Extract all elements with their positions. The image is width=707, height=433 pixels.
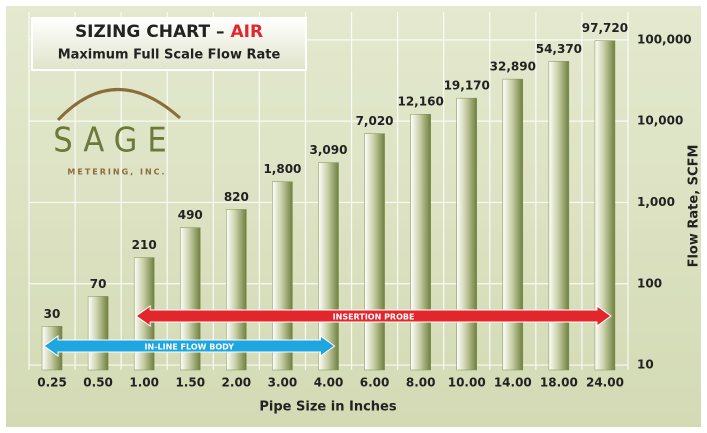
- logo-name: SAGE: [53, 121, 176, 161]
- background: [6, 6, 701, 427]
- bar: [272, 181, 293, 371]
- bar: [87, 296, 109, 371]
- bar: [364, 133, 385, 371]
- x-tick-label: 0.50: [83, 376, 113, 390]
- logo-tagline: METERING, INC.: [67, 168, 166, 177]
- bar: [594, 40, 616, 371]
- x-tick-label: 2.00: [222, 376, 252, 390]
- value-label: 30: [44, 307, 61, 321]
- range-arrow: [135, 305, 612, 327]
- x-tick-label: 24.00: [586, 376, 624, 390]
- title-box: [31, 17, 307, 71]
- x-tick-label: 1.50: [175, 376, 205, 390]
- value-label: 32,890: [490, 60, 536, 74]
- y-tick-label: 100: [637, 276, 662, 290]
- bar: [548, 61, 570, 371]
- chart-title: SIZING CHART –: [75, 22, 225, 42]
- y-tick-label: 100,000: [637, 32, 692, 46]
- bar: [226, 209, 247, 371]
- y-tick-label: 10,000: [637, 114, 683, 128]
- range-label: INSERTION PROBE: [333, 313, 415, 322]
- x-tick-label: 0.25: [37, 376, 67, 390]
- x-tick-label: 1.00: [129, 376, 159, 390]
- logo-arc: [56, 88, 181, 122]
- y-tick-label: 1,000: [637, 195, 675, 209]
- x-axis-label: Pipe Size in Inches: [259, 400, 396, 415]
- x-tick-label: 14.00: [494, 376, 532, 390]
- y-axis-label: Flow Rate, SCFM: [687, 145, 702, 268]
- value-label: 19,170: [444, 79, 490, 93]
- value-label: 70: [90, 277, 107, 291]
- bar: [410, 113, 431, 371]
- value-label: 210: [132, 238, 157, 252]
- x-tick-label: 10.00: [448, 376, 486, 390]
- chart-subtitle: Maximum Full Scale Flow Rate: [58, 48, 281, 63]
- value-label: 3,090: [310, 143, 348, 157]
- y-tick-label: 10: [637, 358, 654, 372]
- range-arrow: [43, 335, 336, 357]
- x-tick-label: 8.00: [406, 376, 436, 390]
- value-label: 7,020: [356, 114, 394, 128]
- x-tick-label: 6.00: [360, 376, 390, 390]
- bar: [456, 97, 477, 371]
- value-label: 820: [224, 190, 249, 204]
- value-label: 1,800: [263, 162, 301, 176]
- bar: [502, 78, 524, 371]
- value-label: 490: [178, 208, 203, 222]
- value-label: 54,370: [536, 42, 582, 56]
- chart-title-highlight: AIR: [230, 22, 263, 42]
- range-label: IN-LINE FLOW BODY: [145, 343, 235, 352]
- bar: [180, 227, 201, 371]
- x-tick-label: 18.00: [540, 376, 578, 390]
- value-label: 12,160: [397, 95, 443, 109]
- x-tick-label: 3.00: [268, 376, 298, 390]
- x-tick-label: 4.00: [314, 376, 344, 390]
- value-label: 97,720: [582, 21, 628, 35]
